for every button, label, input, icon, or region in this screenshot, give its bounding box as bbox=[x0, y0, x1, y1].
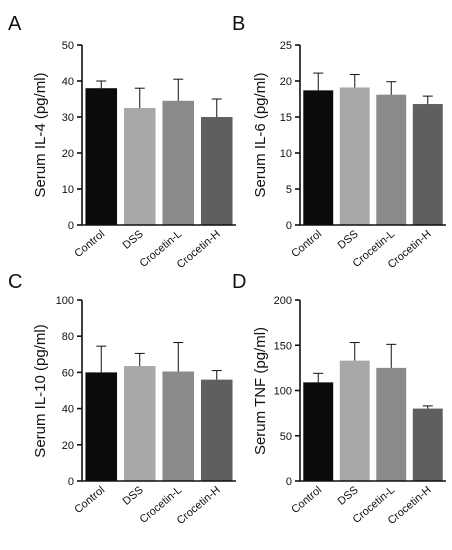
panel-d-bar-control bbox=[303, 382, 334, 481]
panel-c-letter: C bbox=[8, 271, 22, 293]
panel-d-letter: D bbox=[232, 271, 246, 293]
panel-d-bar-crocetin-h bbox=[412, 408, 443, 481]
panel-c-bar-control bbox=[85, 372, 118, 481]
panel-a-y-tick-label: 50 bbox=[62, 40, 74, 52]
panel-c-y-axis-title: Serum IL-10 (pg/ml) bbox=[32, 324, 49, 457]
panel-b-bar-dss bbox=[339, 87, 370, 225]
panel-a-y-tick-label: 20 bbox=[62, 148, 74, 160]
panel-c-y-tick-label: 20 bbox=[62, 440, 74, 452]
panel-b-bar-crocetin-h bbox=[412, 104, 443, 225]
panel-b-y-tick-label: 20 bbox=[280, 76, 292, 88]
panel-c-category-label: DSS bbox=[121, 484, 146, 508]
panel-a-y-tick-label: 40 bbox=[62, 76, 74, 88]
panel-c-category-label: Control bbox=[72, 484, 107, 516]
panel-a-y-tick-label: 30 bbox=[62, 112, 74, 124]
panel-a-category-label: Crocetin-H bbox=[175, 228, 223, 271]
panel-b-y-tick-label: 5 bbox=[286, 184, 292, 196]
panel-c-y-tick-label: 80 bbox=[62, 331, 74, 343]
panel-a-bar-dss bbox=[123, 108, 156, 225]
panel-a-y-tick-label: 0 bbox=[68, 220, 74, 232]
panel-d-y-tick-label: 150 bbox=[274, 340, 292, 352]
panel-c-y-tick-label: 60 bbox=[62, 367, 74, 379]
panel-b-y-tick-label: 25 bbox=[280, 40, 292, 52]
panel-d-bar-dss bbox=[339, 360, 370, 481]
panel-c-category-label: Crocetin-H bbox=[175, 484, 223, 527]
panel-c-bar-crocetin-h bbox=[200, 379, 233, 481]
panel-b-y-tick-label: 0 bbox=[286, 220, 292, 232]
panel-a-y-axis-title: Serum IL-4 (pg/ml) bbox=[32, 72, 49, 197]
panel-a-letter: A bbox=[8, 13, 22, 35]
panel-b-letter: B bbox=[232, 13, 245, 35]
panel-a-category-label: Control bbox=[72, 228, 107, 260]
panel-d-bar-crocetin-l bbox=[376, 367, 407, 481]
panel-b-category-label: DSS bbox=[336, 228, 361, 252]
panel-a-bar-crocetin-l bbox=[162, 100, 195, 225]
panel-a-category-label: DSS bbox=[121, 228, 146, 252]
panel-b-bar-crocetin-l bbox=[376, 94, 407, 226]
panel-d-category-label: DSS bbox=[336, 484, 361, 508]
panel-d-y-axis-title: Serum TNF (pg/ml) bbox=[252, 327, 269, 455]
panel-c-bar-dss bbox=[123, 366, 156, 481]
panel-b-y-tick-label: 15 bbox=[280, 112, 292, 124]
panel-d-category-label: Control bbox=[289, 484, 324, 516]
panel-d-y-tick-label: 0 bbox=[286, 476, 292, 488]
panel-c-y-tick-label: 100 bbox=[56, 295, 74, 307]
panel-c-y-tick-label: 0 bbox=[68, 476, 74, 488]
panel-d-y-tick-label: 100 bbox=[274, 386, 292, 398]
panel-b-bar-control bbox=[303, 90, 334, 225]
panel-b-y-axis-title: Serum IL-6 (pg/ml) bbox=[252, 72, 269, 197]
panel-c-y-tick-label: 40 bbox=[62, 404, 74, 416]
panel-b-category-label: Control bbox=[289, 228, 324, 260]
panel-c-bar-crocetin-l bbox=[162, 371, 195, 481]
panel-d-y-tick-label: 200 bbox=[274, 295, 292, 307]
panel-a-bar-control bbox=[85, 88, 118, 225]
panel-a-y-tick-label: 10 bbox=[62, 184, 74, 196]
panel-d-y-tick-label: 50 bbox=[280, 431, 292, 443]
panel-a-bar-crocetin-h bbox=[200, 117, 233, 225]
panel-b-y-tick-label: 10 bbox=[280, 148, 292, 160]
